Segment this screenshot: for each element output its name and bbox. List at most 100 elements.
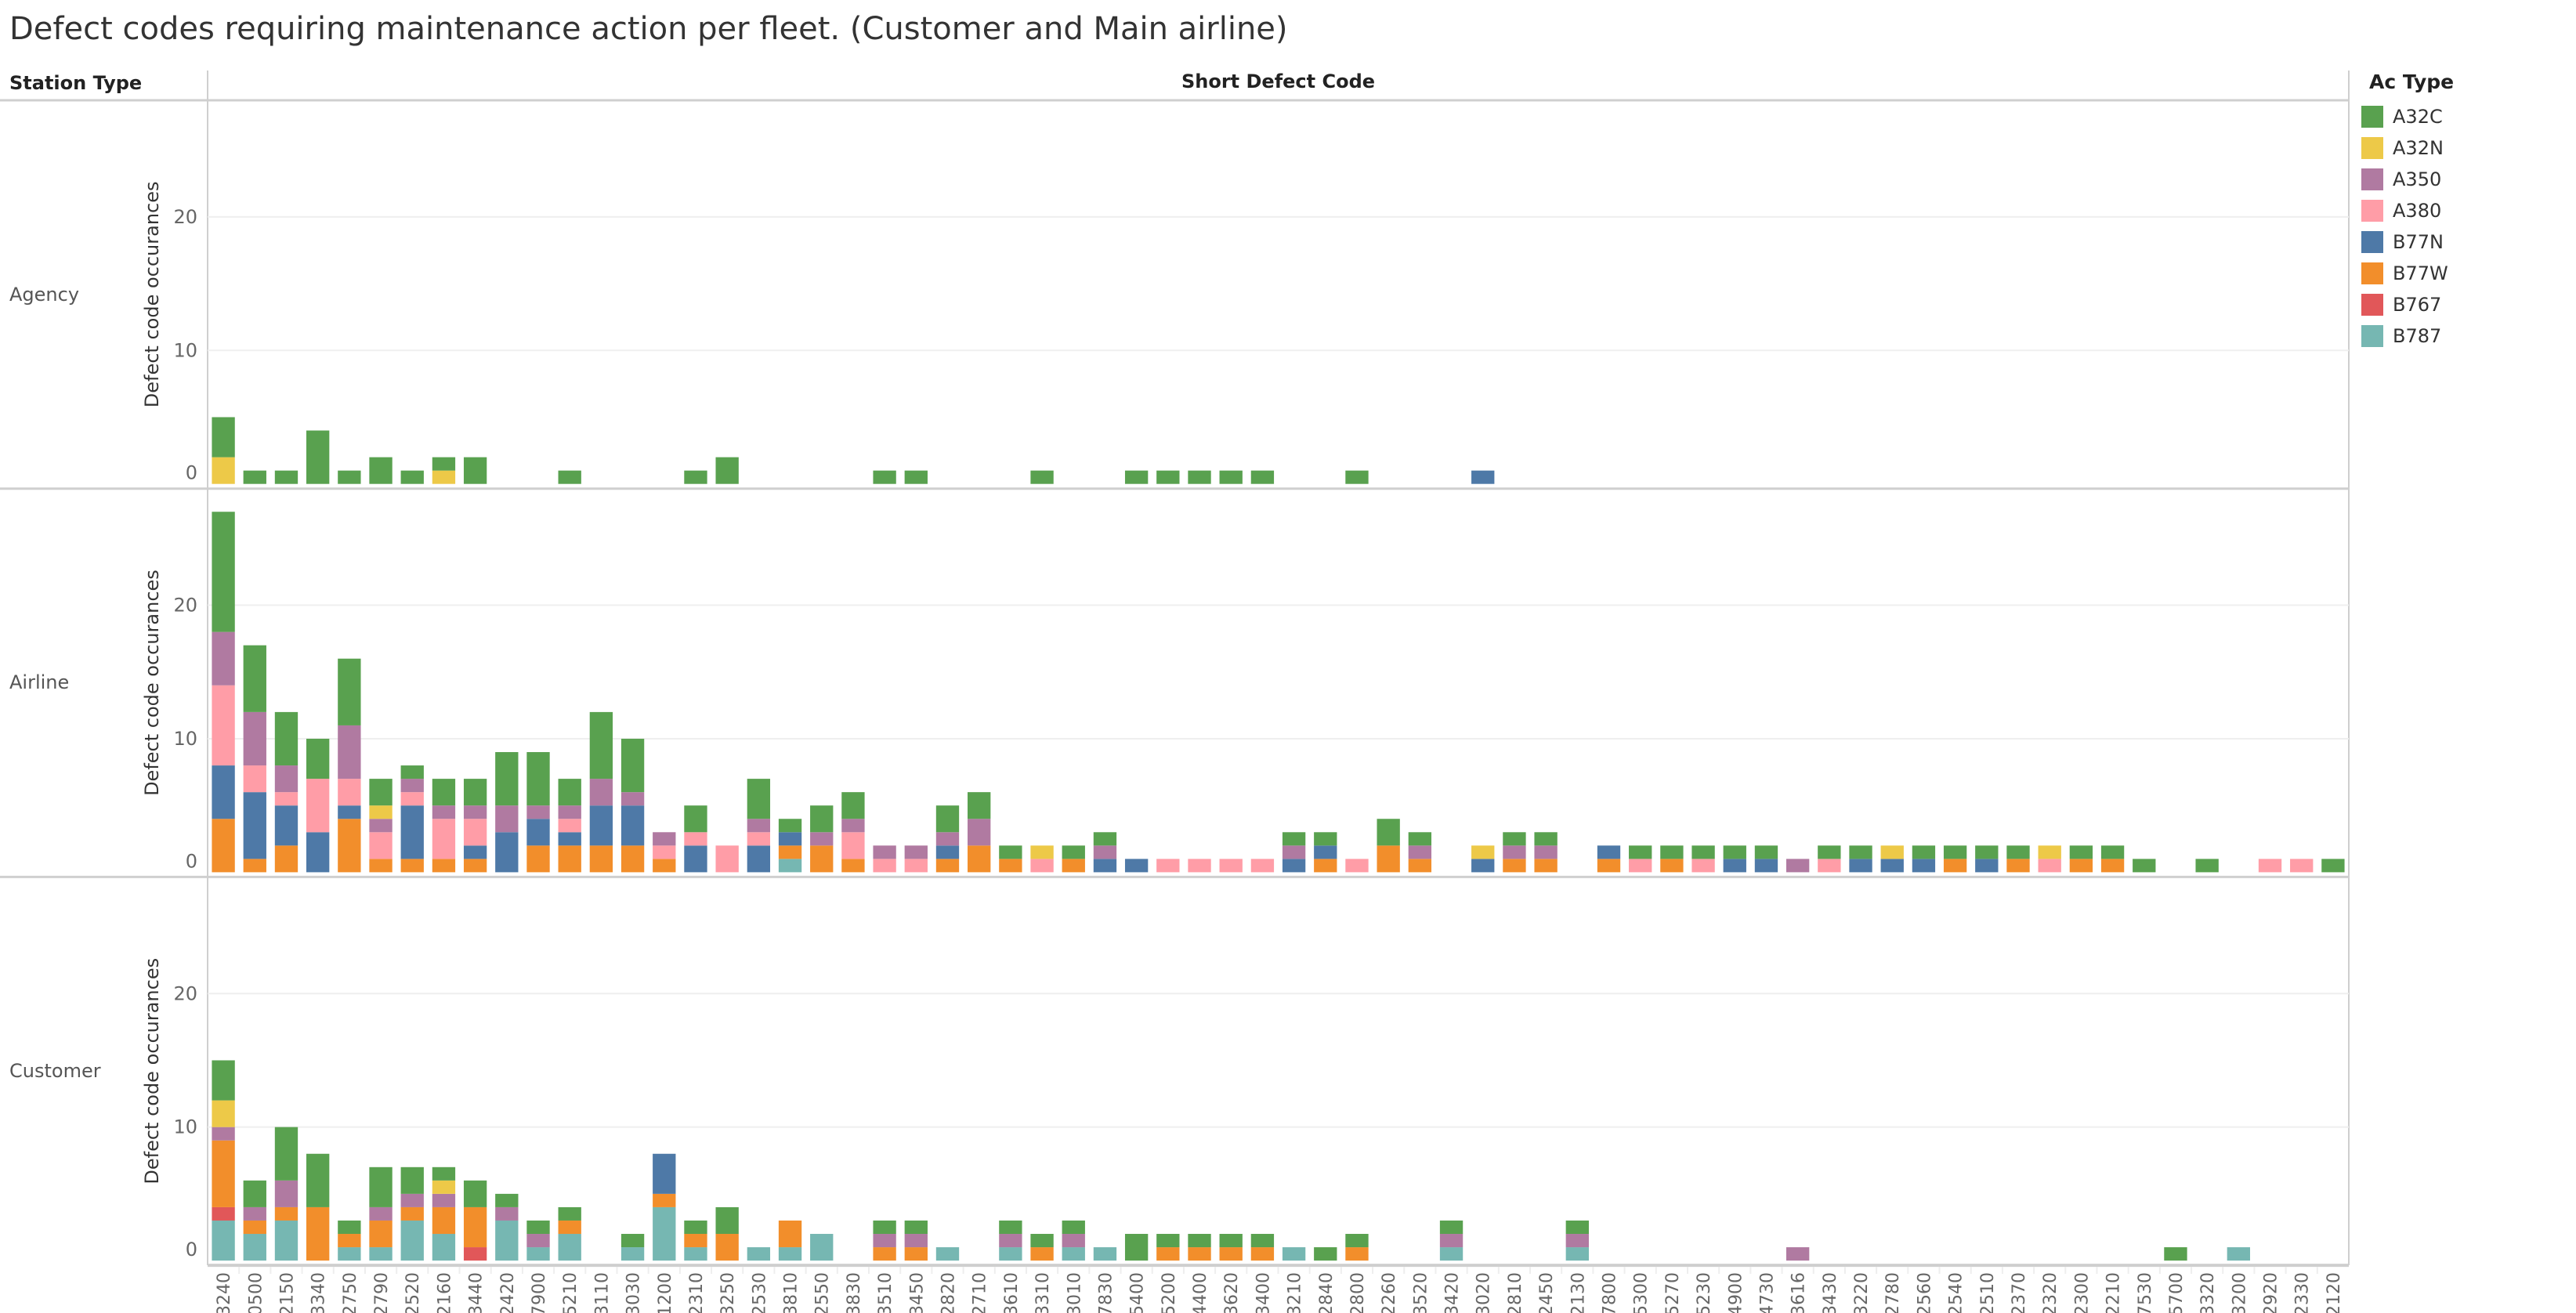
- bar-segment-a380-3450[interactable]: [904, 859, 928, 873]
- bar-segment-a380-0500[interactable]: [243, 765, 266, 793]
- bar-segment-a380-2330[interactable]: [2290, 859, 2314, 873]
- bar-segment-a380-2790[interactable]: [369, 832, 393, 859]
- bar-segment-a350-3520[interactable]: [1408, 845, 1432, 859]
- bar-segment-a350-7900[interactable]: [526, 805, 550, 819]
- bar-segment-a350-2530[interactable]: [747, 819, 771, 833]
- bar-segment-b787-2520[interactable]: [400, 1220, 424, 1261]
- bar-segment-a32c-2520[interactable]: [400, 1167, 424, 1194]
- bar-segment-a32c-3310[interactable]: [1030, 1234, 1054, 1248]
- bar-segment-b77n-4730[interactable]: [1754, 859, 1778, 873]
- bar-segment-a350-3450[interactable]: [904, 1234, 928, 1248]
- bar-segment-a380-3240[interactable]: [212, 685, 235, 766]
- bar-segment-a32n-2320[interactable]: [2038, 845, 2061, 859]
- bar-segment-b77w-7800[interactable]: [1597, 859, 1621, 873]
- bar-segment-a32c-2550[interactable]: [810, 805, 834, 833]
- bar-segment-a32c-3430[interactable]: [1818, 845, 1841, 859]
- bar-segment-b77w-4400[interactable]: [1188, 1247, 1211, 1261]
- bar-segment-b77w-3510[interactable]: [873, 1247, 896, 1261]
- bar-segment-b77n-3110[interactable]: [589, 805, 613, 846]
- bar-segment-a32c-2450[interactable]: [1534, 832, 1558, 846]
- bar-segment-a350-2750[interactable]: [338, 725, 361, 779]
- legend-item-a350[interactable]: A350: [2361, 164, 2454, 195]
- bar-segment-b77w-5210[interactable]: [558, 845, 581, 873]
- bar-segment-b77w-2150[interactable]: [274, 845, 298, 873]
- bar-segment-a350-3420[interactable]: [1439, 1234, 1463, 1248]
- bar-segment-b77w-3240[interactable]: [212, 819, 235, 873]
- bar-segment-b77n-0500[interactable]: [243, 792, 266, 859]
- bar-segment-a380-2750[interactable]: [338, 779, 361, 806]
- bar-segment-a32c-2150[interactable]: [274, 711, 298, 766]
- bar-segment-b77n-3220[interactable]: [1849, 859, 1872, 873]
- bar-segment-a32c-2750[interactable]: [338, 658, 361, 725]
- bar-segment-a32n-3240[interactable]: [212, 1100, 235, 1127]
- bar-segment-a32c-2790[interactable]: [369, 1167, 393, 1207]
- bar-segment-b77w-3400[interactable]: [1250, 1247, 1275, 1261]
- bar-segment-a32c-7530[interactable]: [2133, 859, 2156, 873]
- bar-segment-a350-3510[interactable]: [873, 845, 896, 859]
- bar-segment-a32c-2560[interactable]: [1912, 845, 1936, 859]
- bar-segment-a380-2310[interactable]: [684, 832, 707, 846]
- bar-segment-b77n-2510[interactable]: [1975, 859, 1999, 873]
- bar-segment-b77w-0500[interactable]: [243, 859, 266, 873]
- bar-segment-b77w-2370[interactable]: [2006, 859, 2030, 873]
- bar-segment-b77n-2530[interactable]: [747, 845, 771, 873]
- bar-segment-a32c-2210[interactable]: [2100, 845, 2125, 859]
- bar-segment-a32c-2520[interactable]: [400, 470, 424, 484]
- bar-segment-a350-2130[interactable]: [1565, 1234, 1589, 1248]
- bar-segment-a350-2520[interactable]: [400, 1193, 424, 1207]
- bar-segment-a32c-3830[interactable]: [841, 792, 865, 819]
- bar-segment-a350-0500[interactable]: [243, 1206, 266, 1221]
- bar-segment-b77w-7900[interactable]: [526, 845, 550, 873]
- bar-segment-a32c-5210[interactable]: [558, 779, 581, 806]
- bar-segment-a32c-3440[interactable]: [463, 1180, 487, 1207]
- bar-segment-a380-3830[interactable]: [841, 832, 865, 859]
- bar-segment-a32c-5230[interactable]: [1691, 845, 1715, 859]
- bar-segment-a380-3620[interactable]: [1219, 859, 1243, 873]
- bar-segment-b787-3030[interactable]: [620, 1247, 645, 1261]
- bar-segment-a32c-3620[interactable]: [1219, 1234, 1243, 1248]
- bar-segment-b77w-2790[interactable]: [369, 1220, 393, 1248]
- bar-segment-b77w-3440[interactable]: [463, 859, 487, 873]
- bar-segment-a350-3450[interactable]: [904, 845, 928, 859]
- bar-segment-b787-2420[interactable]: [495, 1220, 519, 1261]
- bar-segment-a350-1200[interactable]: [653, 832, 676, 846]
- bar-segment-a350-2820[interactable]: [935, 832, 960, 846]
- bar-segment-a32c-3240[interactable]: [212, 1060, 235, 1101]
- bar-segment-a350-3010[interactable]: [1062, 1234, 1085, 1248]
- bar-segment-a380-2520[interactable]: [400, 792, 424, 806]
- bar-segment-b77w-2550[interactable]: [810, 845, 834, 873]
- bar-segment-b77w-2520[interactable]: [400, 1206, 424, 1221]
- bar-segment-b77n-2420[interactable]: [495, 832, 519, 873]
- bar-segment-b77w-5200[interactable]: [1156, 1247, 1180, 1261]
- bar-segment-a32c-5270[interactable]: [1660, 845, 1684, 859]
- bar-segment-b77n-3210[interactable]: [1282, 859, 1306, 873]
- bar-segment-a32c-2310[interactable]: [684, 470, 707, 484]
- bar-segment-b787-7830[interactable]: [1093, 1247, 1117, 1261]
- bar-segment-a32c-5200[interactable]: [1156, 470, 1180, 484]
- bar-segment-a32c-5300[interactable]: [1629, 845, 1652, 859]
- bar-segment-b77w-5270[interactable]: [1660, 859, 1684, 873]
- bar-segment-b77n-2840[interactable]: [1314, 845, 1337, 859]
- bar-segment-b77w-3030[interactable]: [620, 845, 645, 873]
- bar-segment-a350-7900[interactable]: [526, 1234, 550, 1248]
- bar-segment-a32c-3610[interactable]: [999, 1220, 1022, 1235]
- bar-segment-a32c-2800[interactable]: [1345, 1234, 1369, 1248]
- bar-segment-a350-2710[interactable]: [968, 819, 991, 846]
- bar-segment-a32c-2790[interactable]: [369, 457, 393, 484]
- bar-segment-a350-3210[interactable]: [1282, 845, 1306, 859]
- bar-segment-a32c-3320[interactable]: [2195, 859, 2219, 873]
- bar-segment-b787-2820[interactable]: [935, 1247, 960, 1261]
- bar-segment-b77n-2520[interactable]: [400, 805, 424, 859]
- bar-segment-a350-2160[interactable]: [432, 1193, 456, 1207]
- bar-segment-a32c-5210[interactable]: [558, 1206, 581, 1221]
- bar-segment-a32n-2780[interactable]: [1880, 845, 1904, 859]
- bar-segment-a32c-3450[interactable]: [904, 470, 928, 484]
- bar-segment-a380-5300[interactable]: [1629, 859, 1652, 873]
- bar-segment-b77w-2790[interactable]: [369, 859, 393, 873]
- bar-segment-a32c-3440[interactable]: [463, 779, 487, 806]
- bar-segment-a350-3830[interactable]: [841, 819, 865, 833]
- bar-segment-a380-3440[interactable]: [463, 819, 487, 846]
- bar-segment-b787-3810[interactable]: [778, 1247, 802, 1261]
- bar-segment-b77n-3440[interactable]: [463, 845, 487, 859]
- bar-segment-a350-3110[interactable]: [589, 779, 613, 806]
